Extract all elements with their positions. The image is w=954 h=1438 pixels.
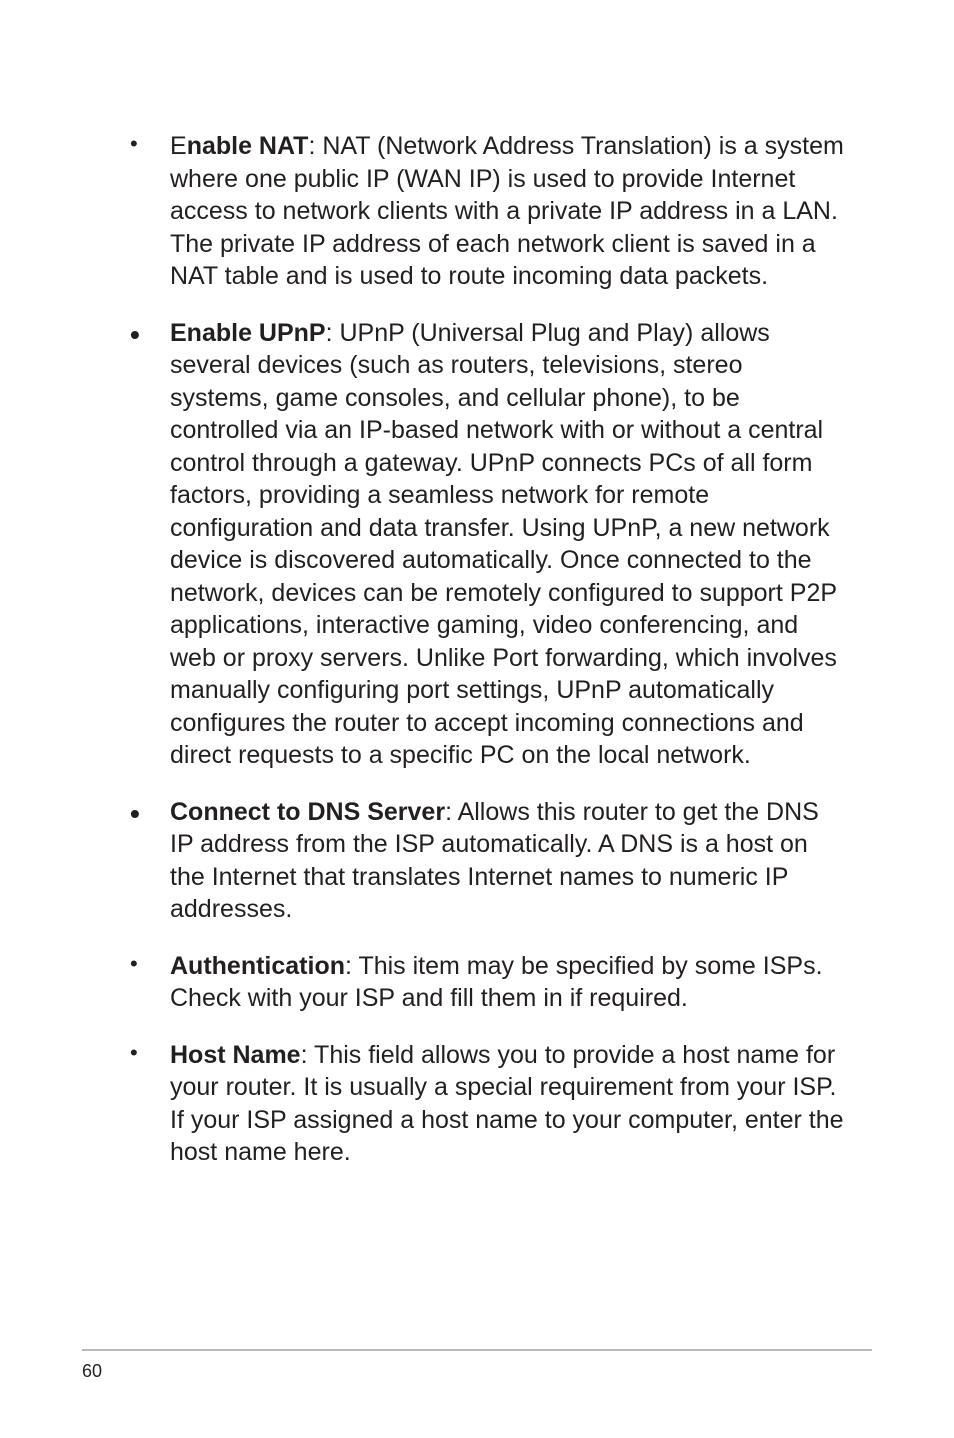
page-footer: 60 [0, 1349, 954, 1382]
item-sep: : [326, 319, 340, 347]
item-body: UPnP (Universal Plug and Play) allows se… [170, 319, 837, 770]
page-content: Enable NAT: NAT (Network Address Transla… [0, 0, 954, 1169]
page-number: 60 [82, 1361, 954, 1382]
list-item: Authentication: This item may be specifi… [110, 950, 844, 1015]
item-sep: : [345, 952, 358, 980]
item-title: Authentication [170, 952, 345, 980]
list-item: Enable NAT: NAT (Network Address Transla… [110, 130, 844, 293]
item-title: nable NAT [187, 132, 309, 160]
item-sep: : [308, 132, 322, 160]
item-title: Connect to DNS Server [170, 798, 445, 826]
item-sep: : [301, 1041, 314, 1069]
item-title: Enable UPnP [170, 319, 326, 347]
item-sep: : [445, 798, 458, 826]
bullet-list: Enable NAT: NAT (Network Address Transla… [110, 130, 844, 1169]
list-item: Enable UPnP: UPnP (Universal Plug and Pl… [110, 317, 844, 772]
item-lead: E [170, 132, 187, 160]
list-item: Connect to DNS Server: Allows this route… [110, 796, 844, 926]
list-item: Host Name: This field allows you to prov… [110, 1039, 844, 1169]
footer-divider [82, 1349, 872, 1351]
item-title: Host Name [170, 1041, 301, 1069]
